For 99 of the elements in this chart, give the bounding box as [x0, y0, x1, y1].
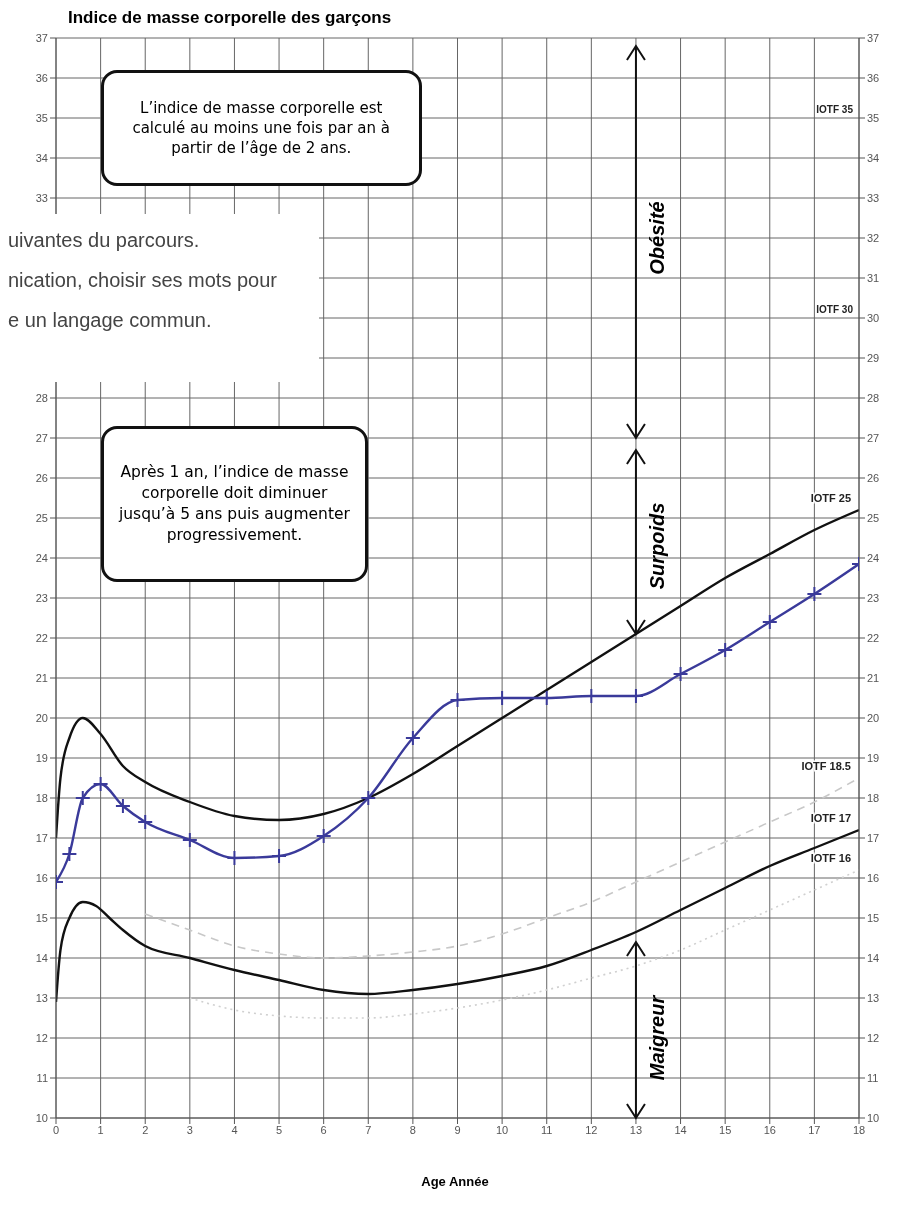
y-tick-label: 14	[35, 951, 48, 964]
x-tick-label: 14	[674, 1123, 687, 1136]
y2-tick-label: 19	[867, 751, 880, 764]
y-tick-label: 35	[35, 111, 48, 124]
y2-tick-label: 14	[867, 951, 880, 964]
chart-title: Indice de masse corporelle des garçons	[68, 8, 392, 28]
y-tick-label: 18	[35, 791, 48, 804]
point	[61, 846, 78, 862]
x-tick-label: 13	[629, 1123, 643, 1136]
y2-tick-label: 24	[867, 551, 880, 564]
x-tick-label: 18	[852, 1123, 866, 1136]
y-tick-label: 13	[35, 991, 48, 1004]
x-tick-label: 5	[275, 1123, 283, 1136]
x-tick-label: 6	[320, 1123, 327, 1136]
x-tick-label: 1	[97, 1123, 104, 1136]
x-tick-label: 11	[541, 1123, 553, 1136]
y2-tick-label: 23	[867, 591, 880, 604]
y2-tick-label: 12	[867, 1031, 880, 1044]
y-tick-label: 21	[35, 671, 48, 684]
y-tick-label: 12	[35, 1031, 48, 1044]
y2-tick-label: 34	[867, 151, 880, 164]
x-tick-label: 2	[142, 1123, 149, 1136]
x-tick-label: 12	[585, 1123, 598, 1136]
point	[92, 776, 109, 792]
y2-tick-label: 33	[867, 191, 880, 204]
y-tick-label: 25	[35, 511, 48, 524]
y-tick-label: 19	[35, 751, 48, 764]
point	[449, 692, 466, 708]
y2-tick-label: 26	[867, 471, 880, 484]
y2-tick-label: 32	[867, 231, 880, 244]
y2-tick-label: 27	[867, 431, 880, 444]
y2-tick-label: 30	[867, 311, 880, 324]
y2-tick-label: 15	[867, 911, 880, 924]
x-tick-label: 3	[186, 1123, 193, 1136]
y2-tick-label: 20	[867, 711, 880, 724]
y2-tick-label: 21	[867, 671, 880, 684]
y2-tick-label: 29	[867, 351, 880, 364]
y-tick-label: 36	[35, 71, 48, 84]
annotation: IOTF 30	[816, 304, 854, 315]
y-tick-label: 27	[35, 431, 48, 444]
y-tick-label: 22	[35, 631, 48, 644]
point	[717, 642, 734, 658]
point	[404, 730, 421, 746]
x-tick-label: 4	[231, 1123, 238, 1136]
y-tick-label: 11	[36, 1071, 48, 1084]
point	[114, 798, 131, 814]
point	[806, 586, 823, 602]
y2-tick-label: 25	[867, 511, 880, 524]
y2-tick-label: 11	[867, 1071, 879, 1084]
annotation: Obésité	[645, 201, 668, 275]
point	[74, 790, 91, 806]
y-tick-label: 34	[35, 151, 48, 164]
y2-tick-label: 35	[867, 111, 880, 124]
y2-tick-label: 37	[867, 31, 880, 44]
y-tick-label: 24	[35, 551, 48, 564]
y-tick-label: 16	[35, 871, 48, 884]
annotation: IOTF 35	[816, 104, 854, 115]
y-tick-label: 23	[35, 591, 48, 604]
annotation: uivantes du parcours.	[8, 228, 201, 253]
y2-tick-label: 22	[867, 631, 880, 644]
y-tick-label: 20	[35, 711, 48, 724]
y-tick-label: 26	[35, 471, 48, 484]
y2-tick-label: 36	[867, 71, 880, 84]
y-tick-label: 10	[35, 1111, 48, 1124]
y2-tick-label: 31	[867, 271, 880, 284]
x-tick-label: 7	[365, 1123, 372, 1136]
annotation: Maigreur	[645, 994, 668, 1081]
x-tick-label: 16	[763, 1123, 776, 1136]
callout-box: L’indice de masse corporelle est calculé au moins une fois par an à partir de l’âge de 2 ans.	[100, 70, 422, 186]
annotation: nication, choisir ses mots pour	[8, 268, 278, 293]
y2-tick-label: 13	[867, 991, 880, 1004]
y-tick-label: 15	[35, 911, 48, 924]
point	[181, 832, 198, 848]
point	[271, 848, 288, 864]
point	[761, 614, 778, 630]
y-tick-label: 17	[35, 831, 48, 844]
x-tick-label: 17	[808, 1123, 821, 1136]
y2-tick-label: 17	[867, 831, 880, 844]
y2-tick-label: 28	[867, 391, 880, 404]
annotation: e un langage commun.	[8, 308, 213, 333]
x-tick-label: 10	[495, 1123, 509, 1136]
x-tick-label: 15	[719, 1123, 732, 1136]
pasted-text-panel: uivantes du parcours. nication, choisir ses mots pour e un langage commun.	[8, 214, 320, 382]
x-tick-label: 9	[454, 1123, 461, 1136]
point	[672, 666, 689, 682]
y2-tick-label: 10	[867, 1111, 880, 1124]
point	[137, 814, 154, 830]
callout-box: Après 1 an, l’indice de masse corporelle doit diminuer jusqu’à 5 ans puis augmenter progressivement.	[100, 426, 369, 582]
point	[360, 790, 377, 806]
x-axis-title: Age Année	[420, 1174, 490, 1189]
annotation: Surpoids	[645, 502, 668, 590]
y2-tick-label: 18	[867, 791, 880, 804]
y-tick-label: 28	[35, 391, 48, 404]
y-tick-label: 33	[35, 191, 48, 204]
x-tick-label: 8	[409, 1123, 416, 1136]
point	[315, 828, 332, 844]
y2-tick-label: 16	[867, 871, 880, 884]
y-tick-label: 37	[35, 31, 48, 44]
x-tick-label: 0	[52, 1123, 60, 1136]
